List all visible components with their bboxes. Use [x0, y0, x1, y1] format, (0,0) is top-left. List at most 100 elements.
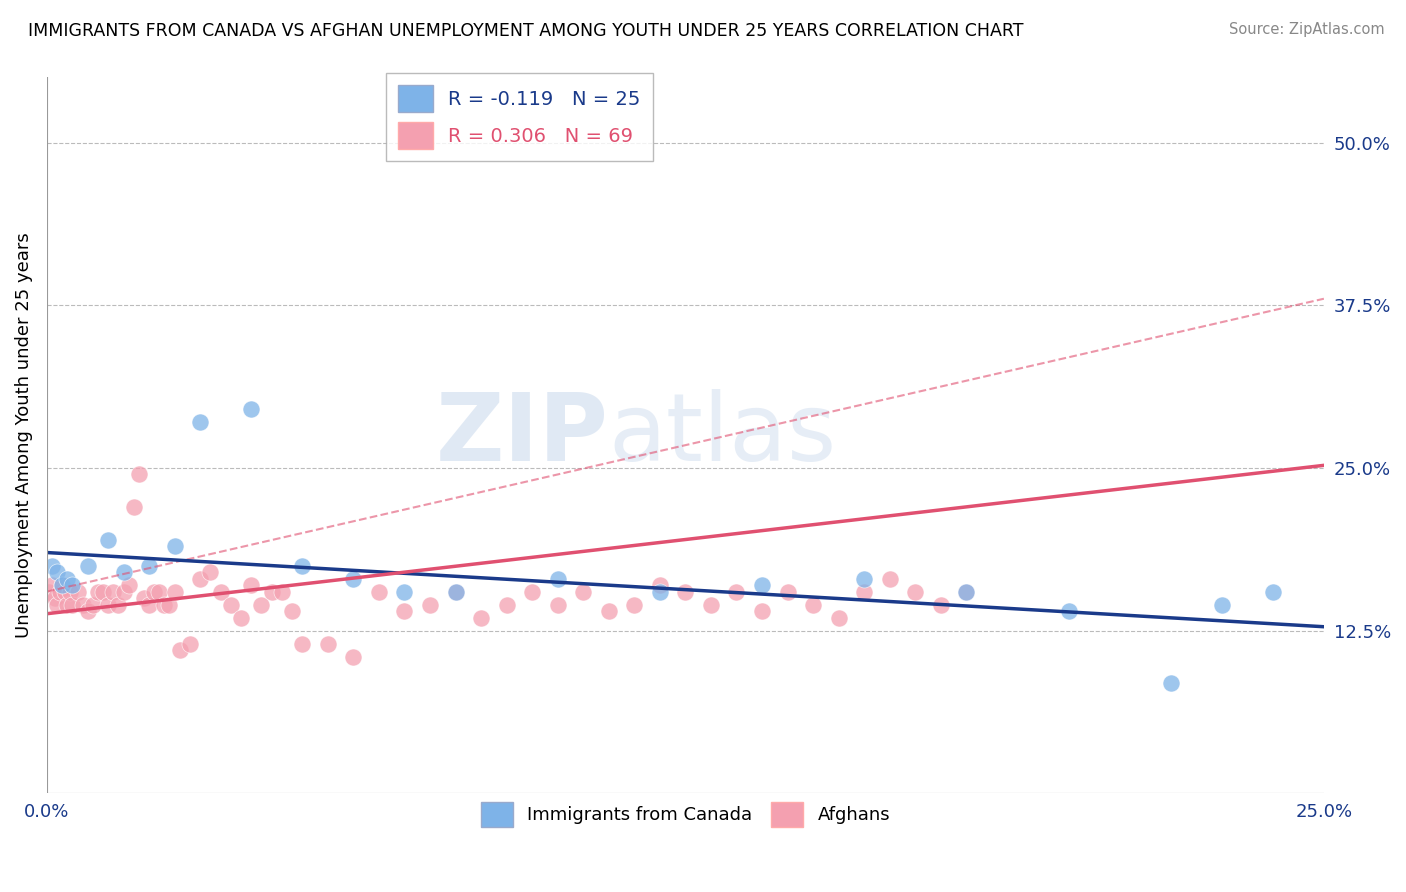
Point: [470, 610, 492, 624]
Point: [801, 598, 824, 612]
Point: [648, 584, 671, 599]
Point: [240, 578, 263, 592]
Point: [163, 584, 186, 599]
Point: [38, 584, 60, 599]
Point: [76, 558, 98, 573]
Point: [1057, 604, 1080, 618]
Point: [163, 539, 186, 553]
Point: [342, 649, 364, 664]
Point: [153, 598, 176, 612]
Point: [112, 565, 135, 579]
Point: [547, 572, 569, 586]
Point: [281, 604, 304, 618]
Point: [72, 598, 94, 612]
Point: [751, 604, 773, 618]
Point: [46, 565, 69, 579]
Point: [62, 578, 84, 592]
Legend: Immigrants from Canada, Afghans: Immigrants from Canada, Afghans: [474, 795, 897, 834]
Point: [138, 558, 160, 573]
Point: [853, 572, 876, 586]
Point: [1160, 675, 1182, 690]
Point: [148, 584, 170, 599]
Text: IMMIGRANTS FROM CANADA VS AFGHAN UNEMPLOYMENT AMONG YOUTH UNDER 25 YEARS CORRELA: IMMIGRANTS FROM CANADA VS AFGHAN UNEMPLO…: [28, 22, 1024, 40]
Point: [66, 584, 89, 599]
Point: [725, 584, 748, 599]
Point: [367, 584, 389, 599]
Point: [700, 598, 723, 612]
Point: [128, 467, 150, 482]
Point: [623, 598, 645, 612]
Point: [53, 584, 76, 599]
Point: [260, 584, 283, 599]
Point: [827, 610, 849, 624]
Point: [929, 598, 952, 612]
Point: [648, 578, 671, 592]
Point: [122, 500, 145, 514]
Point: [107, 598, 129, 612]
Point: [342, 572, 364, 586]
Point: [776, 584, 799, 599]
Point: [1211, 598, 1233, 612]
Point: [219, 598, 242, 612]
Point: [62, 598, 84, 612]
Point: [56, 598, 79, 612]
Point: [444, 584, 467, 599]
Point: [495, 598, 517, 612]
Point: [394, 584, 416, 599]
Point: [46, 598, 69, 612]
Point: [572, 584, 595, 599]
Point: [87, 584, 110, 599]
Point: [179, 637, 201, 651]
Point: [444, 584, 467, 599]
Point: [82, 598, 104, 612]
Point: [419, 598, 441, 612]
Point: [132, 591, 155, 606]
Point: [250, 598, 273, 612]
Point: [520, 584, 543, 599]
Point: [51, 578, 73, 592]
Point: [955, 584, 977, 599]
Point: [41, 578, 63, 592]
Point: [59, 584, 82, 599]
Point: [188, 572, 211, 586]
Text: Source: ZipAtlas.com: Source: ZipAtlas.com: [1229, 22, 1385, 37]
Text: atlas: atlas: [609, 390, 837, 482]
Point: [97, 598, 120, 612]
Point: [209, 584, 232, 599]
Point: [56, 572, 79, 586]
Point: [169, 643, 191, 657]
Point: [51, 578, 73, 592]
Point: [138, 598, 160, 612]
Point: [291, 558, 314, 573]
Point: [853, 584, 876, 599]
Y-axis label: Unemployment Among Youth under 25 years: Unemployment Among Youth under 25 years: [15, 233, 32, 639]
Point: [91, 584, 114, 599]
Point: [904, 584, 927, 599]
Point: [159, 598, 181, 612]
Point: [394, 604, 416, 618]
Point: [103, 584, 125, 599]
Point: [97, 533, 120, 547]
Point: [143, 584, 166, 599]
Point: [112, 584, 135, 599]
Point: [751, 578, 773, 592]
Point: [44, 591, 66, 606]
Point: [547, 598, 569, 612]
Point: [598, 604, 620, 618]
Point: [879, 572, 901, 586]
Point: [76, 604, 98, 618]
Point: [240, 402, 263, 417]
Text: ZIP: ZIP: [436, 390, 609, 482]
Point: [200, 565, 222, 579]
Point: [41, 558, 63, 573]
Point: [673, 584, 696, 599]
Point: [117, 578, 139, 592]
Point: [48, 584, 70, 599]
Point: [1261, 584, 1284, 599]
Point: [955, 584, 977, 599]
Point: [270, 584, 292, 599]
Point: [229, 610, 252, 624]
Point: [316, 637, 339, 651]
Point: [188, 416, 211, 430]
Point: [291, 637, 314, 651]
